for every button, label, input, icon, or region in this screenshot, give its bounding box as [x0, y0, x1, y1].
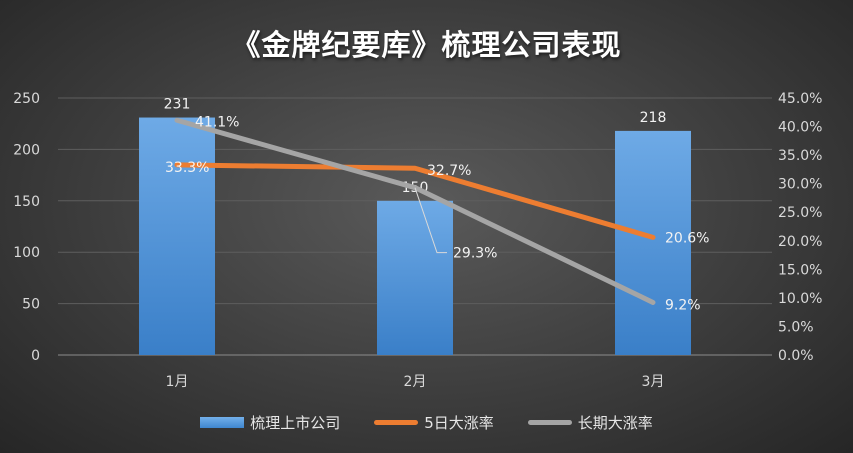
leader-line [414, 187, 447, 254]
y-right-tick-label: 45.0% [778, 91, 822, 107]
y-right-tick-label: 20.0% [778, 234, 822, 250]
y-right-tick-label: 15.0% [778, 262, 822, 278]
legend-item: 梳理上市公司 [200, 412, 340, 433]
y-left-tick-label: 100 [13, 245, 40, 261]
line-data-label: 32.7% [427, 163, 471, 179]
legend-label: 5日大涨率 [424, 414, 494, 432]
y-left-tick-label: 150 [13, 194, 40, 210]
y-left-tick-label: 200 [13, 142, 40, 158]
y-right-tick-label: 5.0% [778, 319, 814, 335]
x-tick-label: 3月 [642, 374, 665, 390]
line-data-label: 20.6% [665, 230, 709, 246]
bar [615, 130, 691, 355]
y-right-tick-label: 35.0% [778, 148, 822, 164]
line-data-label: 33.3% [165, 160, 209, 176]
legend-swatch [200, 417, 245, 428]
y-right-tick-label: 25.0% [778, 205, 822, 221]
legend: 梳理上市公司 5日大涨率 长期大涨率 [0, 412, 853, 433]
line-data-label: 41.1% [195, 114, 239, 130]
y-left-tick-label: 50 [22, 297, 40, 313]
bar [139, 117, 215, 355]
y-right-tick-label: 40.0% [778, 120, 822, 136]
legend-swatch [527, 420, 572, 425]
y-left-tick-label: 250 [13, 91, 40, 107]
bar-data-label: 218 [640, 110, 667, 126]
series-line-5day [174, 162, 656, 240]
x-tick-label: 2月 [404, 374, 427, 390]
legend-swatch [374, 420, 419, 425]
legend-item: 长期大涨率 [527, 412, 653, 433]
y-right-tick-label: 30.0% [778, 177, 822, 193]
bar-data-label: 231 [164, 97, 191, 113]
x-tick-label: 1月 [166, 374, 189, 390]
y-right-tick-label: 10.0% [778, 291, 822, 307]
chart-title: 《金牌纪要库》梳理公司表现 [231, 28, 622, 62]
y-right-tick-label: 0.0% [778, 348, 814, 364]
legend-item: 5日大涨率 [374, 412, 494, 433]
line-data-label: 29.3% [453, 246, 497, 262]
y-left-tick-label: 0 [31, 348, 40, 364]
legend-label: 梳理上市公司 [250, 414, 341, 432]
line-data-label: 9.2% [665, 297, 701, 313]
bar [377, 200, 453, 355]
legend-label: 长期大涨率 [577, 414, 653, 432]
